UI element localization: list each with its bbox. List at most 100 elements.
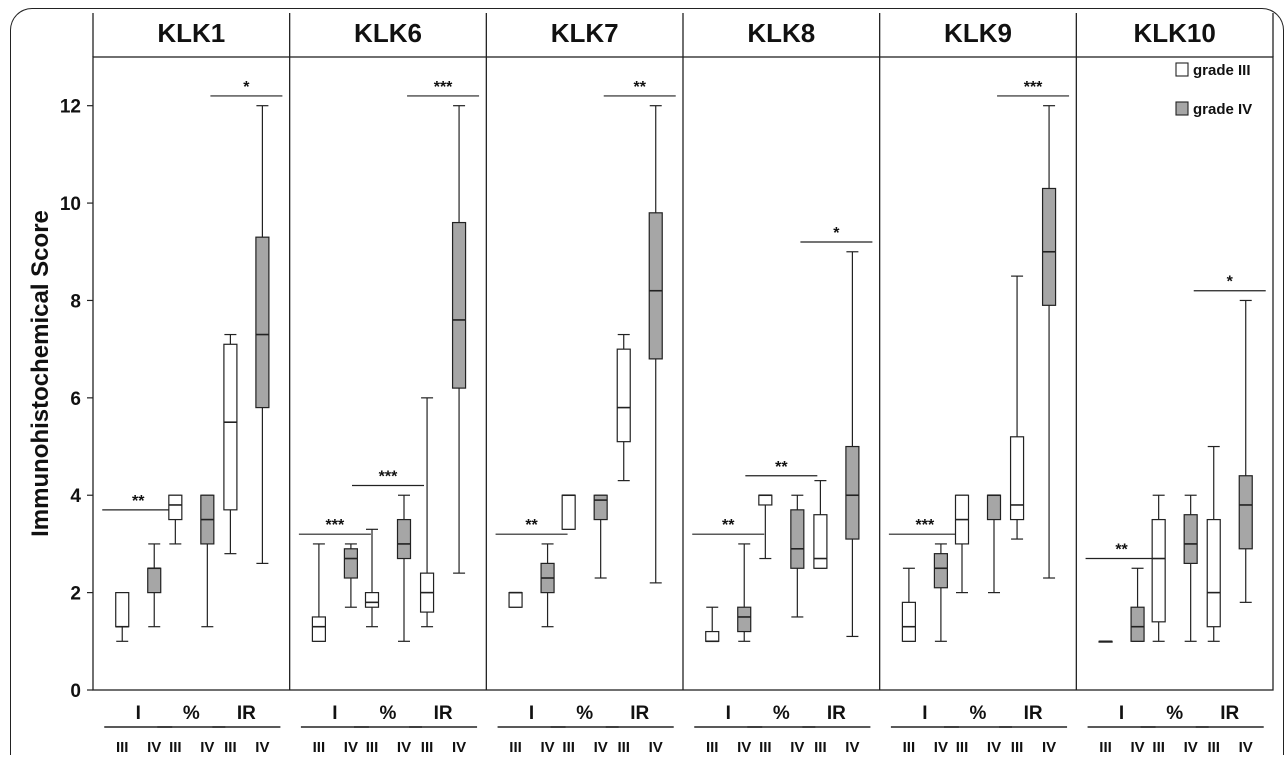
grade-label: IV	[594, 739, 608, 756]
box-grade-III	[223, 343, 238, 511]
box-grade-IV	[790, 509, 805, 569]
grade-label: III	[366, 739, 379, 756]
grade-label: III	[562, 739, 575, 756]
group-label: I	[1119, 703, 1124, 724]
grade-label: IV	[790, 739, 804, 756]
significance-marker: **	[525, 517, 538, 534]
group-label: I	[332, 703, 337, 724]
box-grade-III	[115, 592, 130, 628]
box-grade-III	[1009, 436, 1025, 521]
figure-frame	[10, 8, 1284, 755]
box-grade-III	[901, 601, 917, 642]
box-grade-III	[561, 494, 576, 530]
box-grade-IV	[147, 567, 162, 594]
significance-marker: **	[1115, 542, 1128, 559]
y-tick-label: 4	[70, 486, 81, 507]
box-grade-III	[508, 592, 523, 608]
group-label: %	[380, 703, 397, 724]
group-label: %	[576, 703, 593, 724]
panel-title: KLK7	[551, 18, 619, 48]
grade-label: III	[509, 739, 522, 756]
panel-title: KLK10	[1133, 18, 1215, 48]
box-grade-IV	[933, 553, 949, 589]
group-label: I	[136, 703, 141, 724]
grade-label: IV	[1239, 739, 1253, 756]
box-grade-IV	[343, 548, 358, 579]
box-grade-III	[1151, 518, 1166, 623]
significance-marker: ***	[379, 468, 398, 485]
significance-marker: *	[243, 79, 250, 96]
box-grade-IV	[396, 518, 412, 560]
significance-marker: **	[132, 493, 145, 510]
group-label: IR	[827, 703, 846, 724]
significance-marker: **	[634, 79, 647, 96]
group-label: I	[529, 703, 534, 724]
panel-title: KLK9	[944, 18, 1012, 48]
significance-marker: ***	[434, 79, 453, 96]
grade-label: III	[617, 739, 630, 756]
grade-label: III	[1152, 739, 1165, 756]
y-axis-label: Immunohistochemical Score	[27, 210, 54, 537]
box-grade-III	[1206, 518, 1221, 628]
panel-title: KLK8	[747, 18, 815, 48]
legend-swatch	[1175, 101, 1189, 116]
grade-label: III	[1011, 739, 1024, 756]
y-tick-label: 10	[60, 194, 81, 215]
grade-label: IV	[200, 739, 214, 756]
legend-swatch	[1175, 62, 1189, 77]
significance-marker: *	[1227, 274, 1234, 291]
group-label: IR	[1024, 703, 1043, 724]
box-grade-IV	[845, 445, 860, 540]
grade-label: IV	[147, 739, 161, 756]
grade-label: III	[421, 739, 434, 756]
box-grade-IV	[1183, 514, 1198, 565]
group-label: I	[726, 703, 731, 724]
grade-label: III	[1207, 739, 1220, 756]
grade-label: IV	[934, 739, 948, 756]
grade-label: III	[224, 739, 237, 756]
legend-label: grade IV	[1193, 101, 1252, 118]
box-grade-III	[616, 348, 631, 443]
significance-marker: **	[775, 459, 788, 476]
significance-marker: ***	[916, 517, 935, 534]
group-label: %	[183, 703, 200, 724]
grade-label: III	[169, 739, 182, 756]
box-grade-III	[311, 616, 326, 642]
box-grade-IV	[593, 494, 608, 521]
group-label: IR	[1220, 703, 1239, 724]
significance-marker: *	[833, 225, 840, 242]
significance-marker: **	[722, 517, 735, 534]
group-label: IR	[630, 703, 649, 724]
grade-label: III	[1099, 739, 1112, 756]
grade-label: IV	[1042, 739, 1056, 756]
group-label: I	[922, 703, 927, 724]
significance-marker: ***	[326, 517, 345, 534]
group-label: %	[773, 703, 790, 724]
grade-label: IV	[344, 739, 358, 756]
panel-title: KLK1	[157, 18, 225, 48]
grade-label: IV	[452, 739, 466, 756]
box-grade-IV	[451, 221, 467, 389]
grade-label: III	[313, 739, 326, 756]
grade-label: III	[956, 739, 969, 756]
box-grade-III	[168, 494, 183, 521]
grade-label: IV	[540, 739, 554, 756]
box-grade-IV	[737, 606, 752, 633]
grade-label: IV	[255, 739, 269, 756]
box-grade-IV	[255, 236, 270, 409]
box-grade-IV	[1130, 606, 1145, 642]
legend-label: grade III	[1193, 62, 1251, 79]
group-label: %	[1166, 703, 1183, 724]
box-grade-IV	[1041, 187, 1057, 306]
y-tick-label: 0	[70, 681, 81, 702]
group-label: IR	[434, 703, 453, 724]
grade-label: IV	[845, 739, 859, 756]
box-grade-III	[364, 592, 380, 608]
box-grade-IV	[1238, 475, 1253, 550]
grade-label: III	[706, 739, 719, 756]
box-grade-III	[758, 494, 773, 506]
group-label: %	[970, 703, 987, 724]
box-grade-III	[813, 514, 828, 569]
grade-label: IV	[737, 739, 751, 756]
